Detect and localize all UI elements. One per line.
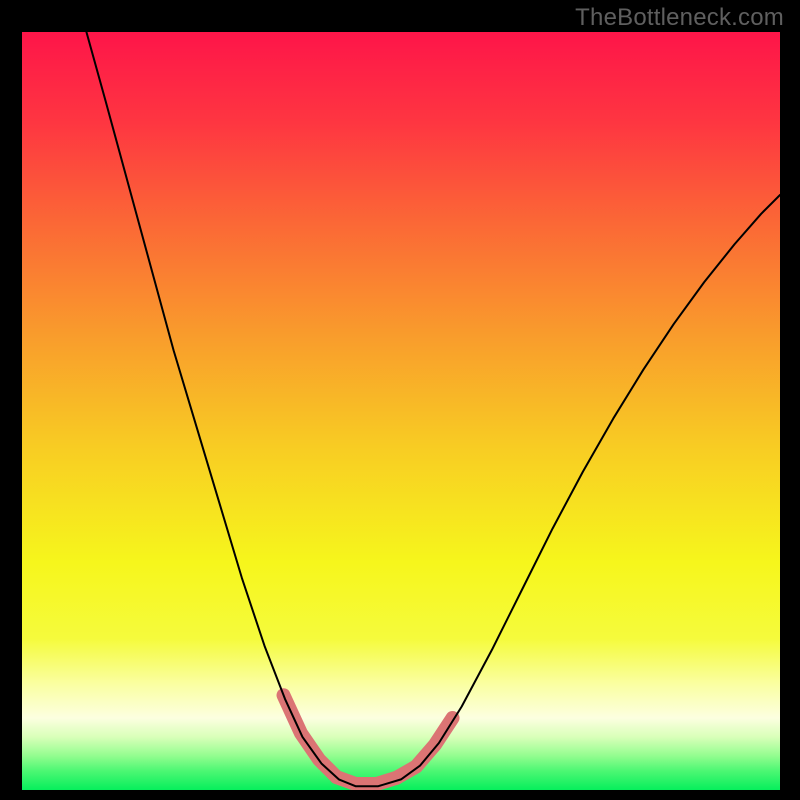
watermark-text: TheBottleneck.com [575,4,784,32]
chart-svg [22,32,780,790]
gradient-background [22,32,780,790]
plot-area [22,32,780,790]
